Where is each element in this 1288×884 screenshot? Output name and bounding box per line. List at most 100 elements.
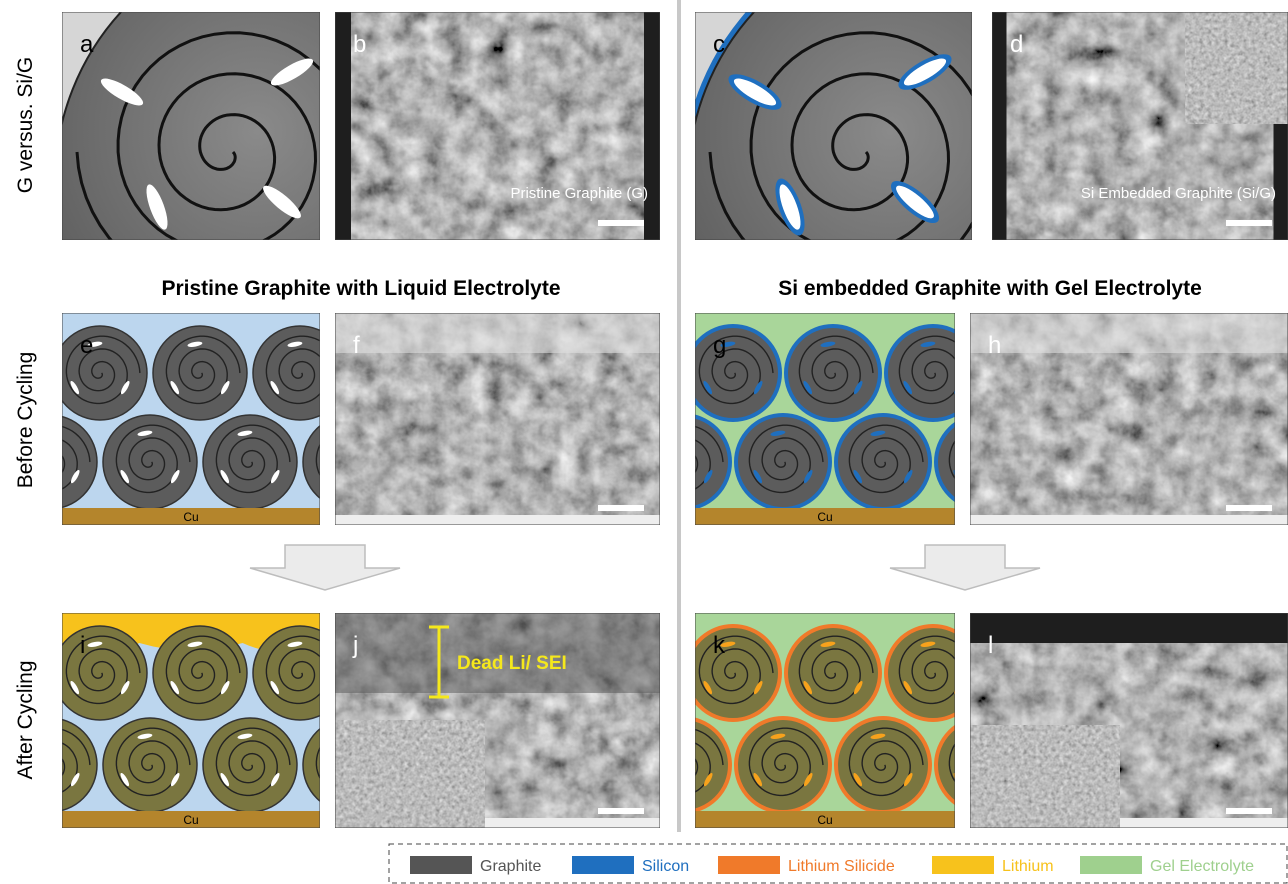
- void: [270, 380, 280, 395]
- void: [270, 58, 314, 86]
- legend-swatch: [1080, 856, 1142, 874]
- panel: b Pristine Graphite (G): [335, 12, 660, 240]
- scale-bar: [1226, 505, 1272, 511]
- void: [120, 772, 130, 787]
- panel: Cu k: [695, 613, 955, 828]
- panel-letter: f: [353, 332, 360, 359]
- panel: l: [970, 613, 1288, 828]
- void: [263, 185, 301, 219]
- void: [170, 680, 180, 695]
- void: [87, 641, 103, 647]
- void: [37, 430, 53, 437]
- void: [100, 78, 144, 106]
- void: [853, 380, 863, 395]
- sem-bottom: [970, 515, 1288, 525]
- scale-bar: [598, 808, 644, 814]
- graphite-roll: [934, 724, 955, 806]
- graphite-roll: [695, 414, 732, 510]
- graphite-roll: [784, 324, 882, 422]
- spiral: [315, 443, 320, 477]
- void: [853, 680, 863, 695]
- panel: h: [970, 313, 1288, 525]
- panel-letter: i: [80, 632, 85, 659]
- void: [270, 772, 280, 787]
- panel-letter: e: [80, 332, 93, 359]
- arrow: [249, 544, 401, 591]
- void: [803, 380, 813, 395]
- void: [770, 733, 786, 739]
- spiral: [115, 727, 191, 797]
- scale-bar: [598, 505, 644, 511]
- row-label: After Cycling: [14, 660, 37, 779]
- void: [753, 680, 763, 695]
- void: [903, 680, 913, 695]
- row-label: Before Cycling: [14, 352, 37, 489]
- void: [803, 469, 813, 484]
- spiral: [948, 743, 955, 783]
- legend-label: Graphite: [480, 858, 541, 875]
- void: [920, 641, 936, 647]
- legend-swatch: [572, 856, 634, 874]
- panel: a: [62, 12, 320, 240]
- void: [820, 641, 836, 647]
- void: [220, 772, 230, 787]
- void: [70, 469, 80, 484]
- void: [120, 680, 130, 695]
- void: [146, 184, 168, 230]
- inset: [335, 718, 487, 828]
- void: [920, 341, 936, 347]
- spiral: [215, 727, 291, 797]
- void: [319, 469, 331, 484]
- substrate-label: Cu: [817, 510, 832, 524]
- heading: Si embedded Graphite with Gel Electrolyt…: [778, 277, 1202, 300]
- graphite-roll: [784, 624, 882, 722]
- panel: j Dead Li/ SEI: [335, 613, 660, 828]
- void: [803, 680, 813, 695]
- spiral: [215, 424, 291, 494]
- void: [170, 772, 180, 787]
- void: [87, 341, 103, 347]
- spiral: [265, 335, 320, 405]
- spiral: [115, 424, 191, 494]
- void: [270, 469, 280, 484]
- graphite-roll: [695, 624, 782, 722]
- spiral: [798, 335, 874, 405]
- graphite-roll: [62, 415, 98, 509]
- void: [853, 469, 863, 484]
- panel-letter: b: [353, 31, 366, 58]
- void: [137, 733, 153, 739]
- void: [237, 733, 253, 739]
- panel-letter: k: [713, 632, 726, 659]
- substrate-label: Cu: [183, 510, 198, 524]
- substrate-label: Cu: [183, 813, 198, 827]
- void: [319, 380, 331, 395]
- void: [720, 641, 736, 647]
- graphite-roll: [934, 421, 955, 503]
- spiral: [848, 727, 924, 797]
- sem-bottom: [335, 818, 660, 828]
- sem-surface: [335, 313, 660, 353]
- legend-label: Gel Electrolyte: [1150, 858, 1254, 875]
- void: [853, 772, 863, 787]
- sei-layer: [335, 613, 660, 693]
- cu-substrate: [695, 811, 955, 828]
- legend-swatch: [932, 856, 994, 874]
- cu-substrate: [62, 811, 320, 828]
- spiral: [65, 635, 141, 705]
- panel-letter: j: [352, 632, 358, 659]
- thickness-marker: [429, 625, 449, 699]
- graphite-roll: [62, 325, 148, 421]
- panel-letter: a: [80, 31, 94, 58]
- legend-box: [388, 843, 1288, 884]
- void: [220, 680, 230, 695]
- graphite-roll: [695, 717, 732, 813]
- void: [753, 772, 763, 787]
- void: [220, 469, 230, 484]
- sem-bottom: [335, 515, 660, 525]
- heading: Pristine Graphite with Liquid Electrolyt…: [161, 277, 560, 300]
- void: [170, 380, 180, 395]
- panel: Cu e: [37, 313, 331, 525]
- sem-surface: [970, 313, 1288, 353]
